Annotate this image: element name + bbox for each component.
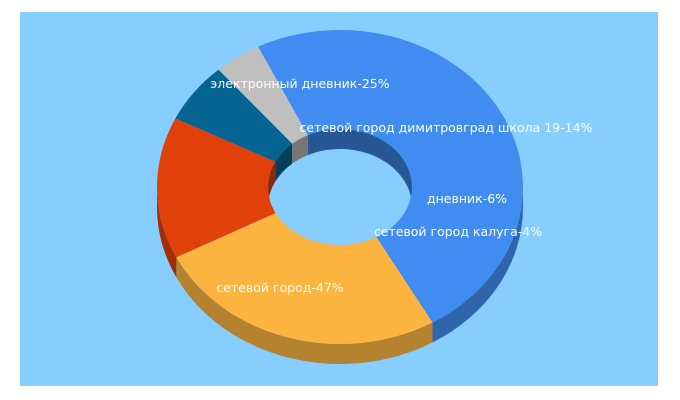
slice-1-outer-wall [432, 187, 523, 343]
slice-1-inner-wall [307, 129, 412, 207]
slice-2-top [176, 212, 433, 344]
slice-4-top [175, 69, 293, 162]
slice-5-top [218, 46, 308, 144]
slice-2-label: электронный дневник-25% [210, 76, 389, 91]
slice-2-outer-wall [176, 257, 433, 364]
slice-1-label: сетевой город-47% [216, 280, 344, 295]
slice-3-label: сетевой город димитровград школа 19-14% [300, 120, 593, 135]
slice-4-label: дневник-6% [427, 191, 507, 206]
slice-3-inner-wall [268, 161, 276, 207]
donut-labels: сетевой город-47% электронный дневник-25%… [210, 76, 592, 295]
donut-tops [156, 30, 523, 344]
slice-5-label: сетевой город калуга-4% [374, 224, 542, 239]
slice-3-top [156, 118, 276, 258]
slice-5-inner-wall [292, 135, 308, 164]
donut-sides [157, 129, 523, 364]
slice-1-top [258, 30, 523, 323]
slice-4-inner-wall [275, 143, 293, 182]
slice-3-outer-wall [157, 187, 177, 278]
